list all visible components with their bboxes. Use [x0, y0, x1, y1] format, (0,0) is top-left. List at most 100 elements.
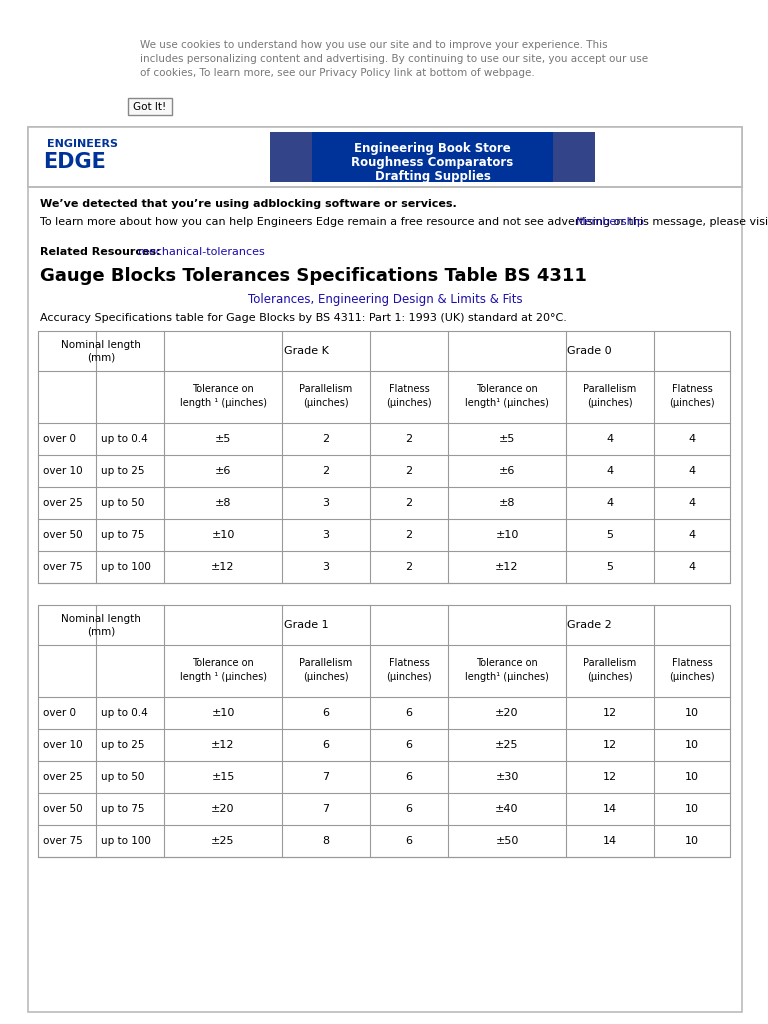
Text: ±20: ±20: [211, 804, 235, 814]
Text: EDGE: EDGE: [43, 152, 106, 172]
Text: ±20: ±20: [495, 708, 518, 718]
Text: ±10: ±10: [495, 530, 518, 540]
Text: Parallelism: Parallelism: [300, 658, 353, 668]
Bar: [38, 331, 730, 583]
Text: Gauge Blocks Tolerances Specifications Table BS 4311: Gauge Blocks Tolerances Specifications T…: [40, 267, 587, 285]
Text: 14: 14: [603, 804, 617, 814]
Text: 6: 6: [406, 836, 412, 846]
Text: length ¹ (μinches): length ¹ (μinches): [180, 398, 266, 408]
Bar: [128, 98, 172, 115]
Text: of cookies, To learn more, see our Privacy Policy link at bottom of webpage.: of cookies, To learn more, see our Priva…: [140, 68, 535, 78]
Text: ±8: ±8: [498, 498, 515, 508]
Text: Tolerance on: Tolerance on: [476, 658, 538, 668]
Text: over 0: over 0: [43, 434, 76, 444]
Text: 4: 4: [688, 434, 696, 444]
Text: 5: 5: [607, 530, 614, 540]
Text: ±10: ±10: [211, 530, 235, 540]
Text: over 25: over 25: [43, 498, 83, 508]
Text: over 0: over 0: [43, 708, 76, 718]
Text: 6: 6: [406, 708, 412, 718]
Text: over 50: over 50: [43, 804, 83, 814]
Text: Flatness: Flatness: [672, 658, 713, 668]
Text: up to 25: up to 25: [101, 466, 144, 476]
Bar: [310, 132, 555, 182]
Text: up to 100: up to 100: [101, 836, 151, 846]
Text: 2: 2: [406, 562, 412, 572]
Text: 10: 10: [685, 740, 699, 750]
Text: 10: 10: [685, 804, 699, 814]
Text: 4: 4: [607, 498, 614, 508]
Text: Tolerance on: Tolerance on: [192, 658, 254, 668]
Text: 6: 6: [406, 740, 412, 750]
Text: up to 25: up to 25: [101, 740, 144, 750]
Text: includes personalizing content and advertising. By continuing to use our site, y: includes personalizing content and adver…: [140, 54, 648, 63]
Text: ±5: ±5: [498, 434, 515, 444]
Text: 6: 6: [406, 772, 412, 782]
Text: 4: 4: [688, 466, 696, 476]
Text: (mm): (mm): [87, 627, 115, 637]
Text: 10: 10: [685, 772, 699, 782]
Text: We use cookies to understand how you use our site and to improve your experience: We use cookies to understand how you use…: [140, 40, 607, 50]
Text: 4: 4: [688, 530, 696, 540]
Text: Flatness: Flatness: [389, 384, 429, 394]
Text: (μinches): (μinches): [386, 398, 432, 408]
Text: ±8: ±8: [215, 498, 231, 508]
Text: 2: 2: [406, 434, 412, 444]
Text: Tolerance on: Tolerance on: [192, 384, 254, 394]
Text: 2: 2: [406, 466, 412, 476]
Text: ±6: ±6: [215, 466, 231, 476]
Text: Grade 1: Grade 1: [283, 620, 328, 630]
Text: Flatness: Flatness: [672, 384, 713, 394]
Text: Got It!: Got It!: [134, 101, 167, 112]
Text: Nominal length: Nominal length: [61, 340, 141, 350]
Text: over 50: over 50: [43, 530, 83, 540]
Text: 14: 14: [603, 836, 617, 846]
Text: We’ve detected that you’re using adblocking software or services.: We’ve detected that you’re using adblock…: [40, 199, 457, 209]
Text: 6: 6: [323, 740, 329, 750]
Text: up to 50: up to 50: [101, 772, 144, 782]
Bar: [28, 127, 742, 1012]
Text: over 75: over 75: [43, 562, 83, 572]
Text: 3: 3: [323, 498, 329, 508]
Bar: [38, 605, 730, 857]
Text: ±50: ±50: [495, 836, 518, 846]
Text: ±12: ±12: [211, 740, 235, 750]
Text: mechanical-tolerances: mechanical-tolerances: [138, 247, 265, 257]
Text: (μinches): (μinches): [669, 398, 715, 408]
Text: ±40: ±40: [495, 804, 518, 814]
Text: (μinches): (μinches): [669, 672, 715, 682]
Text: ±25: ±25: [211, 836, 235, 846]
Text: 10: 10: [685, 708, 699, 718]
Text: 4: 4: [688, 562, 696, 572]
Text: ±6: ±6: [498, 466, 515, 476]
Text: ±10: ±10: [211, 708, 235, 718]
Text: 2: 2: [406, 530, 412, 540]
Text: ±5: ±5: [215, 434, 231, 444]
Text: up to 100: up to 100: [101, 562, 151, 572]
Text: 3: 3: [323, 530, 329, 540]
Text: 12: 12: [603, 708, 617, 718]
Text: ±30: ±30: [495, 772, 518, 782]
Bar: [270, 132, 312, 182]
Text: Engineering Book Store: Engineering Book Store: [354, 142, 511, 155]
Bar: [28, 127, 742, 187]
Text: 6: 6: [406, 804, 412, 814]
Text: ±12: ±12: [495, 562, 518, 572]
Text: 2: 2: [323, 466, 329, 476]
Text: up to 50: up to 50: [101, 498, 144, 508]
Text: ±12: ±12: [211, 562, 235, 572]
Text: up to 0.4: up to 0.4: [101, 434, 147, 444]
Text: 5: 5: [607, 562, 614, 572]
Text: 7: 7: [323, 772, 329, 782]
Text: 4: 4: [607, 434, 614, 444]
Text: (μinches): (μinches): [303, 672, 349, 682]
Text: Drafting Supplies: Drafting Supplies: [375, 170, 491, 183]
Text: 7: 7: [323, 804, 329, 814]
Text: 12: 12: [603, 772, 617, 782]
Text: over 75: over 75: [43, 836, 83, 846]
Text: 8: 8: [323, 836, 329, 846]
Text: over 10: over 10: [43, 740, 83, 750]
Text: Membership.: Membership.: [576, 217, 648, 227]
Text: Grade 2: Grade 2: [567, 620, 611, 630]
Text: Tolerance on: Tolerance on: [476, 384, 538, 394]
